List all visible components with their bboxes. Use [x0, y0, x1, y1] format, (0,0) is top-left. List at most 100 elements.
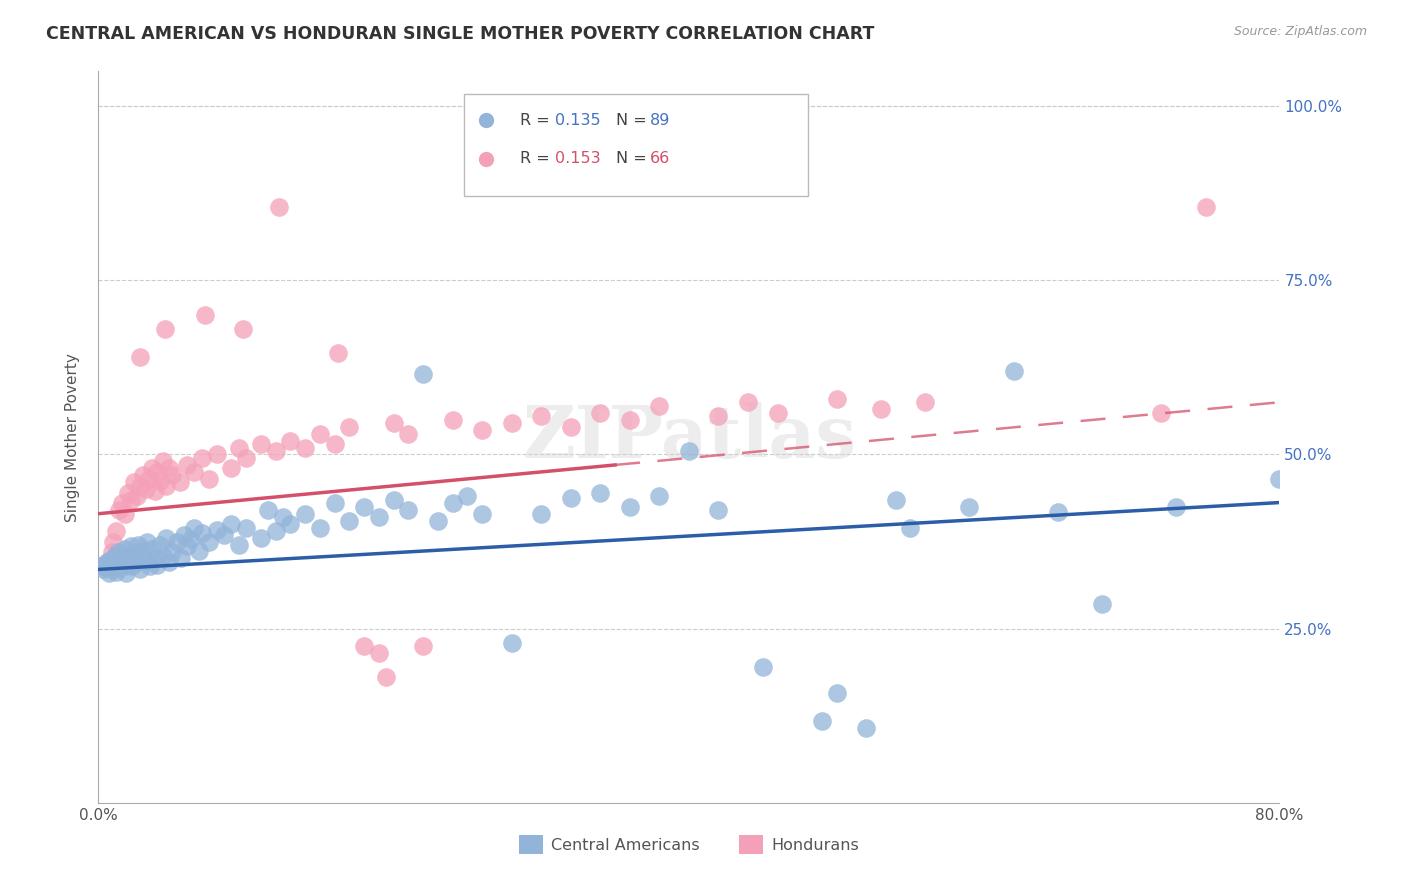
Point — [183, 465, 205, 479]
Point — [166, 534, 188, 549]
Point — [205, 523, 228, 537]
Point — [353, 639, 375, 653]
Point — [427, 514, 450, 528]
Point — [648, 489, 671, 503]
Point — [128, 479, 150, 493]
Point — [141, 461, 163, 475]
Point — [375, 670, 398, 684]
Point — [176, 540, 198, 554]
Point — [471, 423, 494, 437]
Point — [825, 686, 848, 700]
Point — [132, 468, 155, 483]
Text: 0.135: 0.135 — [555, 113, 600, 128]
Point — [323, 437, 346, 451]
Point — [115, 566, 138, 580]
Point — [560, 491, 582, 505]
Text: Source: ZipAtlas.com: Source: ZipAtlas.com — [1233, 25, 1367, 38]
Point — [125, 556, 148, 570]
Point — [162, 468, 183, 483]
Point — [120, 540, 142, 554]
Point — [501, 416, 523, 430]
Text: R =: R = — [520, 113, 555, 128]
Legend: Central Americans, Hondurans: Central Americans, Hondurans — [512, 829, 866, 861]
Point — [108, 503, 131, 517]
Point — [114, 507, 136, 521]
Text: N =: N = — [616, 113, 652, 128]
Point — [264, 444, 287, 458]
Point — [271, 510, 294, 524]
Point — [530, 409, 553, 424]
Point — [128, 562, 150, 576]
Point — [221, 517, 243, 532]
Point — [707, 409, 730, 424]
Point — [173, 527, 195, 541]
Point — [707, 503, 730, 517]
Text: N =: N = — [616, 152, 652, 166]
Point — [250, 531, 273, 545]
Point — [155, 479, 177, 493]
Point — [135, 553, 157, 567]
Point — [232, 322, 254, 336]
Point — [136, 534, 159, 549]
Point — [194, 308, 217, 322]
Point — [146, 558, 169, 572]
Point — [180, 533, 202, 547]
Point — [398, 426, 420, 441]
Point — [294, 441, 316, 455]
Point — [100, 545, 122, 559]
Point — [959, 500, 981, 514]
Point — [103, 534, 125, 549]
Point — [98, 553, 121, 567]
Text: 66: 66 — [650, 152, 669, 166]
Point — [471, 507, 494, 521]
Point — [870, 402, 893, 417]
Point — [589, 485, 612, 500]
Point — [221, 461, 243, 475]
Point — [810, 714, 832, 728]
Point — [149, 474, 172, 488]
Point — [114, 541, 136, 556]
Point — [309, 521, 332, 535]
Point — [90, 558, 112, 573]
Point — [1195, 200, 1218, 214]
Point — [441, 412, 464, 426]
Point — [157, 461, 180, 475]
Text: R =: R = — [520, 152, 555, 166]
Point — [339, 419, 361, 434]
Text: ZIPatlas: ZIPatlas — [522, 401, 856, 473]
Point — [1268, 472, 1291, 486]
Point — [157, 556, 180, 570]
Point — [326, 346, 349, 360]
Point — [112, 550, 135, 565]
Point — [737, 395, 759, 409]
Point — [124, 546, 146, 560]
Point — [382, 492, 405, 507]
Point — [412, 639, 434, 653]
Point — [191, 450, 214, 465]
Point — [212, 527, 235, 541]
Point — [1091, 597, 1114, 611]
Text: CENTRAL AMERICAN VS HONDURAN SINGLE MOTHER POVERTY CORRELATION CHART: CENTRAL AMERICAN VS HONDURAN SINGLE MOTH… — [46, 25, 875, 43]
Point — [900, 521, 922, 535]
Point — [323, 496, 346, 510]
Point — [235, 521, 257, 535]
Point — [825, 392, 848, 406]
Point — [1046, 505, 1070, 519]
Point — [152, 549, 174, 563]
Point — [250, 437, 273, 451]
Point — [914, 395, 936, 409]
Point — [205, 448, 228, 462]
Point — [96, 556, 118, 570]
Point — [264, 524, 287, 538]
Point — [110, 556, 132, 570]
Point — [1002, 364, 1025, 378]
Point — [368, 510, 391, 524]
Point — [412, 368, 434, 382]
Point — [398, 503, 420, 517]
Point — [121, 558, 143, 573]
Point — [228, 441, 250, 455]
Point — [884, 492, 907, 507]
Point — [766, 406, 789, 420]
Y-axis label: Single Mother Poverty: Single Mother Poverty — [65, 352, 80, 522]
Point — [153, 322, 176, 336]
